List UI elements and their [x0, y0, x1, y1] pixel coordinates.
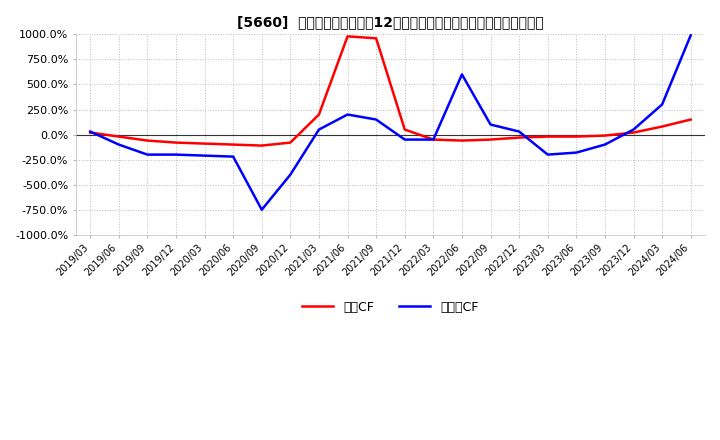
フリーCF [515, 129, 523, 134]
営業CF [400, 127, 409, 132]
フリーCF [200, 153, 209, 158]
営業CF [114, 134, 123, 139]
フリーCF [114, 142, 123, 147]
フリーCF [258, 207, 266, 213]
フリーCF [343, 112, 352, 117]
営業CF [486, 137, 495, 142]
営業CF [686, 117, 695, 122]
Line: 営業CF: 営業CF [90, 37, 690, 146]
フリーCF [429, 137, 438, 142]
フリーCF [600, 142, 609, 147]
Line: フリーCF: フリーCF [90, 35, 690, 210]
営業CF [515, 135, 523, 140]
営業CF [286, 140, 294, 145]
営業CF [315, 112, 323, 117]
Title: [5660]  キャッシュフローの12か月移動合計の対前年同期増減率の推移: [5660] キャッシュフローの12か月移動合計の対前年同期増減率の推移 [237, 15, 544, 29]
営業CF [200, 141, 209, 146]
Legend: 営業CF, フリーCF: 営業CF, フリーCF [297, 296, 484, 319]
フリーCF [372, 117, 380, 122]
フリーCF [658, 102, 667, 107]
営業CF [171, 140, 180, 145]
営業CF [544, 134, 552, 139]
営業CF [600, 133, 609, 138]
フリーCF [400, 137, 409, 142]
営業CF [429, 137, 438, 142]
フリーCF [86, 129, 94, 134]
フリーCF [486, 122, 495, 127]
フリーCF [143, 152, 152, 157]
営業CF [572, 134, 580, 139]
フリーCF [286, 172, 294, 177]
営業CF [658, 124, 667, 129]
営業CF [458, 138, 467, 143]
フリーCF [171, 152, 180, 157]
営業CF [372, 36, 380, 41]
営業CF [229, 142, 238, 147]
フリーCF [229, 154, 238, 159]
営業CF [629, 130, 638, 135]
フリーCF [686, 33, 695, 38]
営業CF [343, 34, 352, 39]
営業CF [143, 138, 152, 143]
フリーCF [458, 72, 467, 77]
フリーCF [544, 152, 552, 157]
営業CF [258, 143, 266, 148]
フリーCF [572, 150, 580, 155]
営業CF [86, 130, 94, 135]
フリーCF [315, 127, 323, 132]
フリーCF [629, 127, 638, 132]
